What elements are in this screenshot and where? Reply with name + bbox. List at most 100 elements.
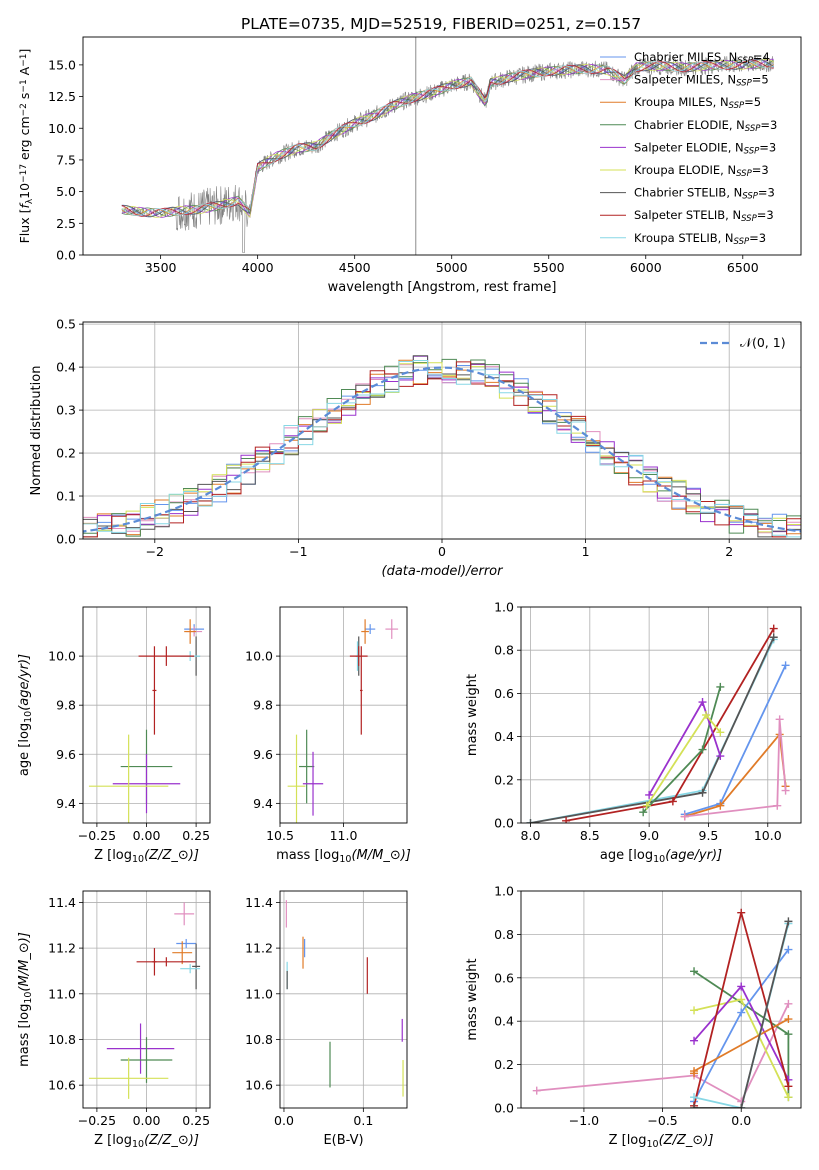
y-tick-label: 15.0	[48, 57, 76, 72]
axes-frame	[520, 606, 802, 824]
plot-area	[88, 619, 205, 823]
series-marker	[784, 1015, 793, 1024]
y-tick-label: 0.8	[494, 643, 514, 658]
error-bar-point	[138, 646, 195, 666]
error-bar-point	[120, 1037, 173, 1083]
legend-label: Kroupa MILES, NSSP=5	[634, 95, 761, 111]
y-axis-label: mass weight	[465, 674, 480, 756]
axes-frame	[82, 321, 802, 540]
y-tick-label: 10.8	[48, 1032, 76, 1047]
x-tick-label: 2	[725, 544, 733, 559]
panel-residuals: −2 −1 0 1 2 0.0 0.1 0.2 0.3 0.4 0.5 (data-model)/er…	[29, 317, 802, 579]
series-marker	[784, 1030, 793, 1039]
error-bar-point	[152, 646, 157, 735]
legend-label: Salpeter ELODIE, NSSP=3	[634, 140, 776, 156]
series-marker	[784, 945, 793, 954]
series-marker	[781, 786, 790, 795]
error-bar-point	[88, 734, 169, 823]
error-bar-point	[360, 646, 363, 735]
series-marker	[668, 797, 677, 806]
y-tick-label: 11.4	[245, 895, 273, 910]
x-tick-label: 1	[582, 544, 590, 559]
y-tick-label: 10.8	[245, 1032, 273, 1047]
error-bar-point	[192, 943, 201, 990]
series-marker	[690, 1067, 699, 1076]
y-tick-label: 0.8	[494, 927, 514, 942]
axes-frame	[82, 890, 211, 1109]
y-tick-label: 0.0	[56, 532, 76, 547]
series-marker	[781, 661, 790, 670]
series-marker	[784, 917, 793, 926]
plot-area	[287, 619, 399, 823]
series-marker	[773, 801, 782, 810]
series-marker	[716, 728, 725, 737]
model-spectrum-line	[121, 58, 775, 218]
y-tick-label: 0.0	[494, 816, 514, 831]
series-marker	[737, 1008, 746, 1017]
x-tick-label: −0.25	[78, 1113, 116, 1128]
error-bar-point	[349, 646, 368, 666]
error-bar-point	[136, 957, 197, 967]
mass-weight-series	[639, 682, 725, 817]
x-axis-label: Z [log10(Z/Z_⊙)]	[609, 1133, 714, 1150]
x-tick-label: 9.5	[699, 828, 719, 843]
error-bar-point	[88, 1057, 169, 1099]
y-tick-label: 9.6	[253, 747, 273, 762]
series-marker	[775, 715, 784, 724]
series-marker	[532, 1086, 541, 1095]
series-marker	[716, 752, 725, 761]
mass-weight-series	[642, 711, 725, 810]
x-axis-label: (data-model)/error	[382, 564, 505, 579]
mass-weight-series	[690, 982, 793, 1084]
axes-frame	[82, 36, 802, 256]
series-marker	[769, 624, 778, 633]
error-bar-point	[172, 941, 193, 965]
plot-area	[526, 624, 790, 823]
x-tick-label: −1	[289, 544, 307, 559]
x-tick-label: 10.5	[266, 828, 294, 843]
x-tick-label: 8.5	[580, 828, 600, 843]
x-tick-label: −0.5	[647, 1113, 677, 1128]
legend-label: 𝒩(0, 1)	[740, 335, 786, 350]
y-axis-label: mass weight	[465, 958, 480, 1040]
x-axis-label: age [log10(age/yr)]	[600, 848, 722, 865]
y-axis-label: mass [log10(M/M_⊙)]	[17, 932, 34, 1067]
panel-massweight_vs_Z: −1.0 −0.5 0.0 0.0 0.2 0.4 0.6 0.8 1.0 Z [log10(Z/…	[465, 884, 802, 1150]
x-tick-label: −1.0	[569, 1113, 599, 1128]
series-marker	[526, 819, 535, 823]
series-marker	[690, 1006, 699, 1015]
x-tick-label: −2	[146, 544, 164, 559]
series-marker	[690, 1104, 699, 1108]
plot-area	[83, 355, 801, 538]
mass-weight-series	[690, 917, 793, 1108]
y-tick-label: 5.0	[56, 184, 76, 199]
error-bar-point	[361, 619, 369, 644]
series-marker	[562, 816, 571, 823]
y-tick-label: 0.3	[56, 403, 76, 418]
series-marker	[737, 1104, 746, 1108]
y-tick-label: 9.6	[56, 747, 76, 762]
error-bar-point	[176, 938, 197, 949]
series-marker	[716, 682, 725, 691]
plot-area	[285, 900, 404, 1097]
error-bar-point	[180, 964, 201, 974]
x-tick-label: 0.0	[731, 1113, 751, 1128]
series-line	[536, 1003, 790, 1103]
y-tick-label: 11.4	[48, 895, 76, 910]
x-tick-label: 0.0	[274, 1113, 294, 1128]
legend-label: Salpeter MILES, NSSP=5	[634, 73, 769, 89]
mass-weight-series	[526, 633, 778, 823]
y-tick-label: 1.0	[494, 600, 514, 615]
error-bar-point	[365, 624, 376, 634]
y-tick-label: 0.0	[494, 1101, 514, 1116]
error-bar-point	[184, 619, 197, 644]
x-tick-label: 4500	[339, 260, 371, 275]
x-tick-label: −0.25	[78, 828, 116, 843]
series-marker	[702, 711, 711, 719]
x-tick-label: 0.00	[133, 1113, 161, 1128]
axes-frame	[279, 890, 408, 1109]
figure-title: PLATE=0735, MJD=52519, FIBERID=0251, z=0…	[241, 15, 641, 33]
legend-label: Salpeter STELIB, NSSP=3	[634, 208, 774, 224]
y-axis-label: age [log10(age/yr)]	[17, 654, 34, 776]
panel-spectrum: 3500 4000 4500 5000 5500 6000 6500 0.0 2.5 5.0 7.5…	[17, 36, 802, 295]
